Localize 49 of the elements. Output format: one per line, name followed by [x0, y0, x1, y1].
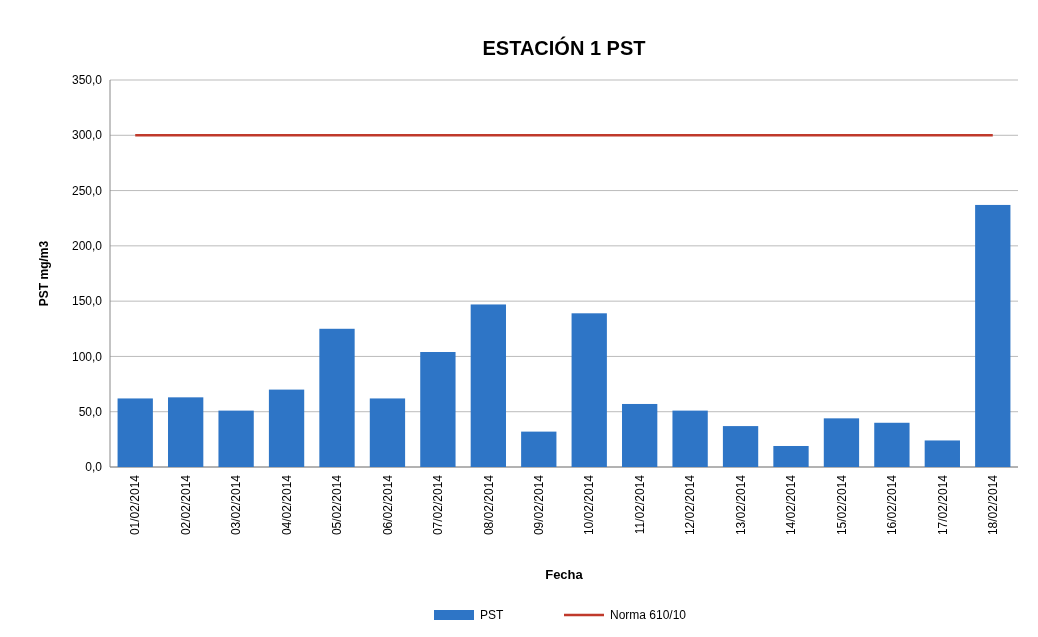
x-tick-label: 07/02/2014: [431, 474, 446, 536]
bar: [823, 418, 860, 467]
x-tick-label: 15/02/2014: [834, 474, 849, 536]
bar: [722, 426, 759, 467]
bar: [470, 304, 506, 467]
y-tick-label: 200,0: [71, 239, 103, 254]
bar: [924, 440, 960, 467]
x-tick-label: 04/02/2014: [279, 474, 294, 536]
x-tick-label: 06/02/2014: [380, 474, 395, 536]
legend-label: PST: [480, 608, 505, 623]
x-tick-label: 16/02/2014: [885, 474, 900, 536]
x-tick-label: 05/02/2014: [330, 474, 345, 536]
x-tick-label: 14/02/2014: [784, 474, 799, 536]
x-axis-title: Fecha: [545, 567, 584, 582]
x-tick-label: 18/02/2014: [985, 474, 1000, 536]
x-tick-label: 03/02/2014: [229, 474, 244, 536]
x-tick-label: 10/02/2014: [582, 474, 597, 536]
x-tick-label: 01/02/2014: [128, 474, 143, 536]
y-tick-label: 250,0: [71, 183, 103, 198]
x-tick-label: 11/02/2014: [632, 474, 647, 535]
x-tick-label: 08/02/2014: [481, 474, 496, 536]
bar: [268, 389, 305, 467]
bar: [168, 397, 204, 467]
y-tick-label: 300,0: [71, 128, 103, 143]
x-tick-label: 12/02/2014: [683, 474, 698, 536]
y-tick-label: 100,0: [71, 349, 103, 364]
bar: [975, 204, 1011, 467]
x-tick-label: 02/02/2014: [178, 474, 193, 536]
bar: [571, 313, 607, 467]
bar: [773, 445, 809, 467]
bar: [420, 352, 456, 467]
bar: [622, 403, 658, 467]
x-tick-label: 17/02/2014: [935, 474, 950, 536]
bar: [369, 398, 406, 467]
x-tick-label: 13/02/2014: [733, 474, 748, 536]
bar: [874, 422, 910, 467]
y-axis-title: PST mg/m3: [37, 240, 51, 307]
y-tick-label: 150,0: [71, 294, 103, 309]
bar: [218, 410, 254, 467]
bar: [117, 398, 153, 467]
bar: [521, 431, 557, 467]
y-tick-label: 50,0: [78, 404, 103, 419]
chart-title: ESTACIÓN 1 PST: [482, 36, 646, 59]
x-tick-label: 09/02/2014: [531, 474, 546, 536]
bar: [672, 410, 708, 467]
bar: [319, 328, 355, 467]
y-tick-label: 350,0: [71, 73, 103, 88]
legend-label: Norma 610/10: [610, 608, 687, 623]
y-tick-label: 0,0: [85, 460, 103, 475]
